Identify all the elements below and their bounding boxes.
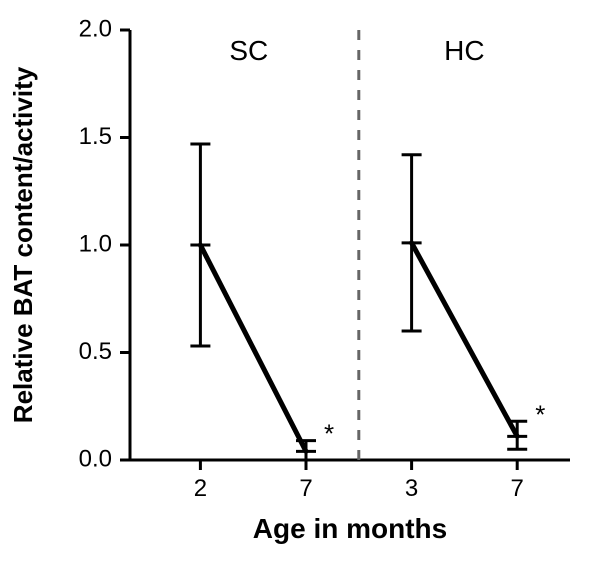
- y-tick-label: 0.0: [79, 445, 112, 472]
- x-tick-label: 2: [194, 475, 207, 502]
- y-tick-label: 1.5: [79, 123, 112, 150]
- x-tick-label: 3: [405, 475, 418, 502]
- y-tick-label: 0.5: [79, 338, 112, 365]
- y-axis-label: Relative BAT content/activity: [8, 66, 38, 423]
- significance-star: *: [535, 399, 545, 429]
- significance-star: *: [324, 419, 334, 449]
- y-tick-label: 2.0: [79, 15, 112, 42]
- x-tick-label: 7: [299, 475, 312, 502]
- x-axis-label: Age in months: [253, 513, 447, 544]
- x-tick-label: 7: [511, 475, 524, 502]
- y-tick-label: 1.0: [79, 230, 112, 257]
- group-label: SC: [229, 35, 268, 66]
- chart-container: 0.0 0.5 1.0 1.5 2.0 2 7 3 7 SC HC * * Relative BAT co…: [0, 0, 611, 575]
- chart-svg: 0.0 0.5 1.0 1.5 2.0 2 7 3 7 SC HC * * Relative BAT co…: [0, 0, 611, 575]
- group-label: HC: [444, 35, 484, 66]
